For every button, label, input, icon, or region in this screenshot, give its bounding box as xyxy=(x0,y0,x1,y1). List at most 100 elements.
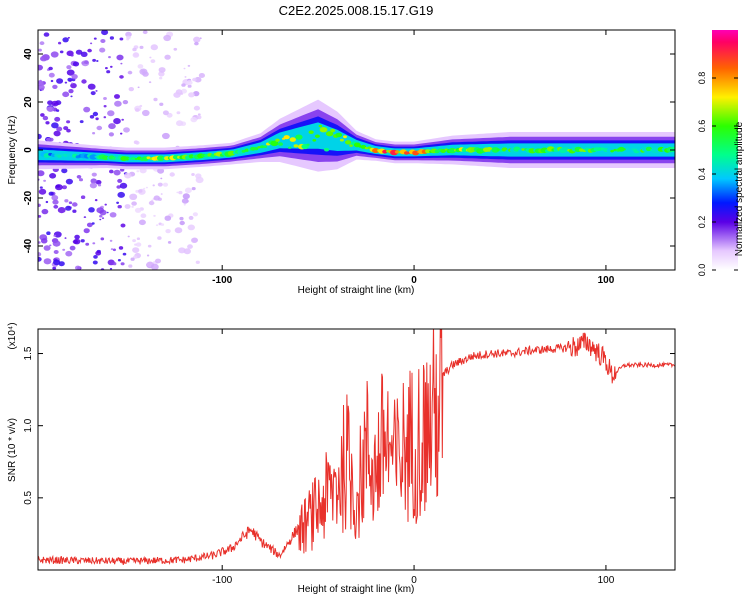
heatmap-noise-blob xyxy=(66,65,72,70)
heatmap-ridge-blob xyxy=(669,146,675,153)
heatmap-noise-blob xyxy=(50,79,54,83)
heatmap-ridge-blob xyxy=(253,147,259,151)
heatmap-noise-blob xyxy=(140,213,147,218)
heatmap-noise-blob xyxy=(101,217,105,220)
heatmap-ridge-blob xyxy=(124,156,130,161)
colorbar-tick-label: 0.0 xyxy=(697,264,707,277)
heatmap-noise-blob xyxy=(147,244,152,248)
heatmap-noise-blob xyxy=(90,91,96,96)
heatmap-noise-blob xyxy=(45,121,50,125)
heatmap-y-tick-label: 40 xyxy=(23,48,34,60)
heatmap-noise-blob xyxy=(195,260,200,264)
heatmap-noise-blob xyxy=(39,41,45,46)
heatmap-noise-blob xyxy=(81,79,87,84)
heatmap-ridge-blob xyxy=(257,146,261,149)
heatmap-noise-blob xyxy=(194,76,202,83)
heatmap-noise-blob xyxy=(191,173,195,176)
heatmap-noise-blob xyxy=(39,79,42,82)
heatmap-noise-blob xyxy=(187,244,193,249)
heatmap-noise-blob xyxy=(93,37,97,40)
heatmap-noise-blob xyxy=(146,254,150,257)
heatmap-noise-blob xyxy=(150,263,159,270)
heatmap-noise-blob xyxy=(62,248,66,251)
heatmap-ridge-blob xyxy=(364,147,369,150)
heatmap-noise-blob xyxy=(134,108,140,112)
heatmap-noise-blob xyxy=(138,219,146,226)
heatmap-x-tick-label: 100 xyxy=(598,275,615,286)
heatmap-noise-blob xyxy=(136,170,140,173)
heatmap-ridge-blob xyxy=(606,148,612,153)
heatmap-noise-blob xyxy=(192,77,197,82)
heatmap-noise-blob xyxy=(80,51,88,57)
heatmap-noise-blob xyxy=(137,86,140,89)
heatmap-y-tick-label: 20 xyxy=(23,96,34,108)
heatmap-noise-blob xyxy=(89,182,97,189)
heatmap-noise-blob xyxy=(65,178,73,185)
heatmap-noise-blob xyxy=(106,70,111,74)
heatmap-noise-blob xyxy=(119,182,128,189)
heatmap-noise-blob xyxy=(72,209,77,213)
heatmap-ridge-blob xyxy=(440,149,447,153)
heatmap-noise-blob xyxy=(132,47,137,52)
heatmap-noise-blob xyxy=(38,133,42,140)
heatmap-noise-blob xyxy=(119,37,124,41)
heatmap-x-ticks: -100 0 100 xyxy=(212,30,615,286)
heatmap-noise-blob xyxy=(90,42,93,45)
heatmap-noise-blob xyxy=(89,115,95,119)
heatmap-noise-blob xyxy=(142,30,148,35)
heatmap-noise-blob xyxy=(178,190,183,195)
heatmap-noise-blob xyxy=(38,170,45,177)
heatmap-noise-blob xyxy=(190,116,198,123)
snr-series-line xyxy=(38,329,675,565)
heatmap-noise-blob xyxy=(43,245,51,251)
heatmap-noise-blob xyxy=(56,126,63,132)
heatmap-noise-blob xyxy=(53,250,59,254)
heatmap-noise-blob xyxy=(159,76,163,80)
heatmap-noise-blob xyxy=(40,238,48,244)
heatmap-noise-blob xyxy=(145,186,148,189)
heatmap-noise-blob xyxy=(187,224,195,231)
heatmap-ridge-blob xyxy=(394,150,400,154)
heatmap-noise-blob xyxy=(79,120,84,124)
heatmap-ridge-blob xyxy=(335,132,343,138)
heatmap-ridge-blob xyxy=(597,147,603,151)
heatmap-noise-blob xyxy=(173,47,178,51)
heatmap-noise-blob xyxy=(99,47,106,53)
heatmap-noise-blob xyxy=(116,201,119,204)
heatmap-noise-blob xyxy=(52,266,57,270)
heatmap-noise-blob xyxy=(64,81,68,84)
heatmap-noise-blob xyxy=(79,178,83,182)
heatmap-noise-blob xyxy=(191,187,196,191)
heatmap-noise-blob xyxy=(164,54,171,60)
heatmap-noise-blob xyxy=(179,216,184,221)
heatmap-ridge-blob xyxy=(130,156,136,161)
heatmap-noise-blob xyxy=(74,234,80,240)
heatmap-noise-blob xyxy=(181,83,186,87)
heatmap-noise-blob xyxy=(83,216,87,219)
heatmap-noise-blob xyxy=(120,62,123,65)
snr-y-tick-label: 0.5 xyxy=(23,490,34,504)
heatmap-noise-blob xyxy=(38,80,43,85)
heatmap-noise-blob xyxy=(192,212,198,217)
heatmap-noise-blob xyxy=(75,265,81,270)
heatmap-y-tick-label: 0 xyxy=(23,147,34,153)
heatmap-noise-blob xyxy=(132,247,140,254)
heatmap-noise-blob xyxy=(139,45,144,50)
snr-scale-label: (x10⁴) xyxy=(7,322,18,349)
heatmap-noise-blob xyxy=(104,203,107,206)
heatmap-noise-blob xyxy=(38,256,42,262)
heatmap-noise-blob xyxy=(142,109,150,117)
heatmap-noise-blob xyxy=(92,242,96,245)
heatmap-noise-blob xyxy=(186,80,193,86)
heatmap-ridge-blob xyxy=(339,138,344,142)
heatmap-noise-blob xyxy=(83,106,91,113)
heatmap-noise-blob xyxy=(196,115,202,120)
heatmap-noise-blob xyxy=(122,252,127,256)
heatmap-noise-blob xyxy=(109,169,114,174)
heatmap-x-tick-label: 0 xyxy=(411,275,417,286)
snr-x-tick-label: -100 xyxy=(212,575,232,586)
heatmap-ridge-blob xyxy=(278,142,283,146)
heatmap-ridge-blob xyxy=(491,147,500,153)
snr-y-tick-label: 1.0 xyxy=(23,418,34,432)
heatmap-noise-blob xyxy=(65,250,73,257)
